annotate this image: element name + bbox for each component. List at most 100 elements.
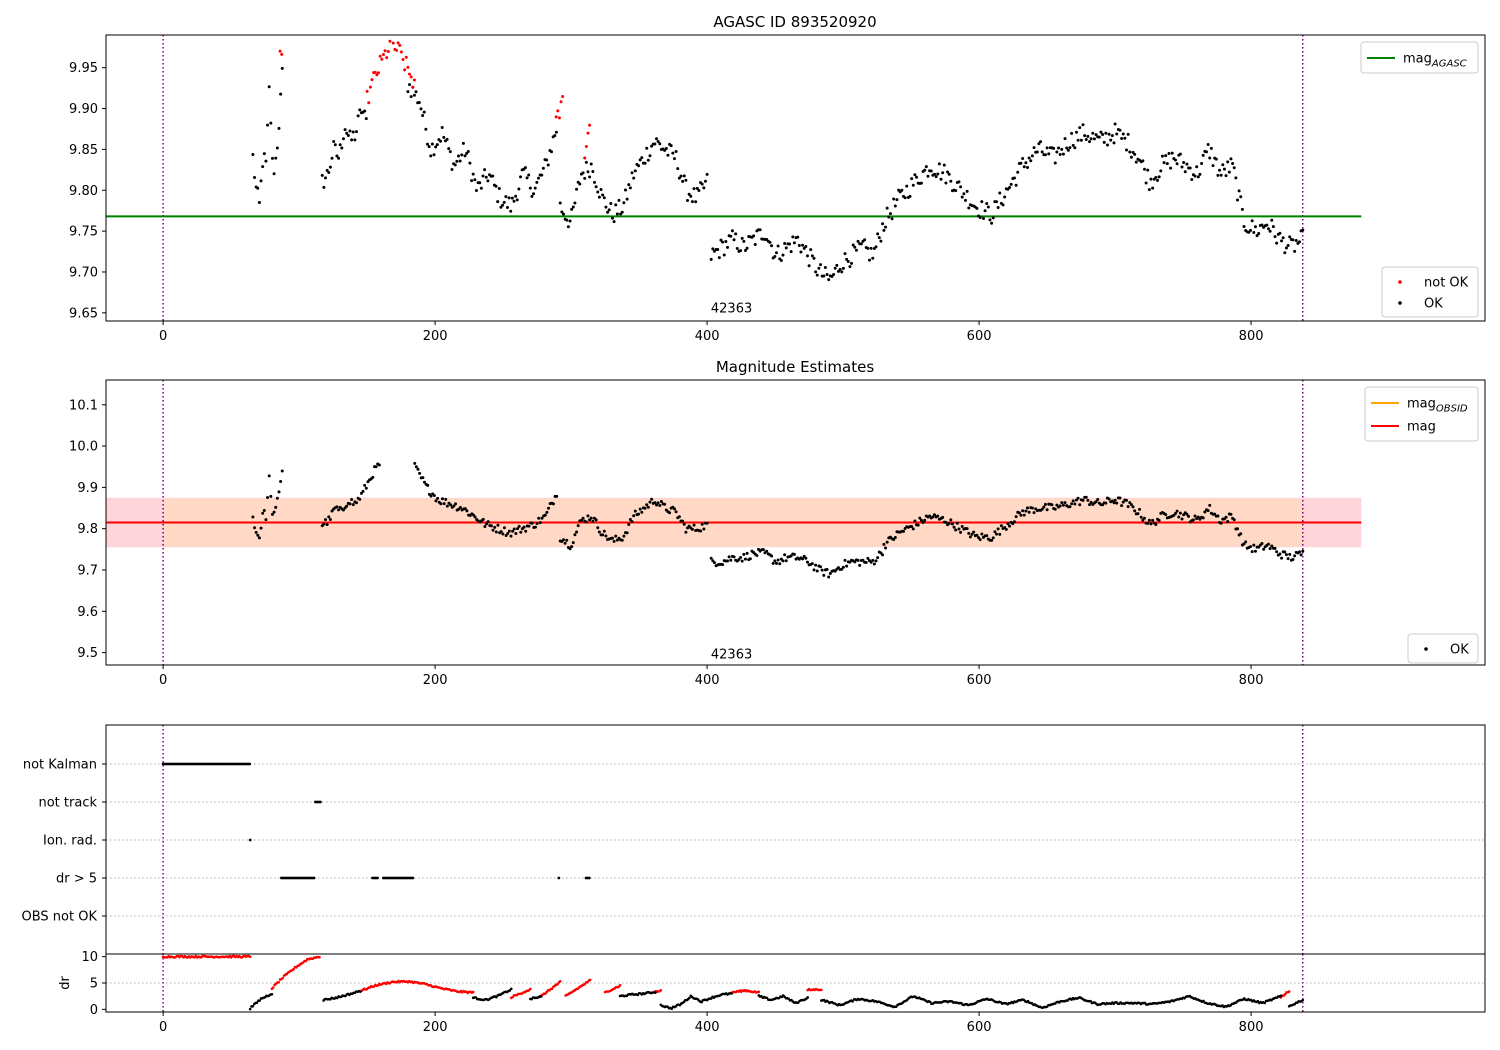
- agasc-point-not-ok: [278, 49, 282, 53]
- agasc-ytick-label: 9.95: [69, 61, 98, 76]
- agasc-point-ok: [1061, 152, 1065, 156]
- agasc-point-ok: [978, 216, 982, 220]
- estimates-point-ok: [465, 509, 469, 513]
- agasc-point-ok: [633, 169, 637, 173]
- dr-point-dr: [1089, 999, 1092, 1003]
- dr-point-dr-5: [471, 990, 475, 994]
- estimates-ytick-label: 10.0: [69, 440, 98, 455]
- estimates-point-ok: [458, 506, 462, 510]
- estimates-point-ok: [506, 532, 510, 536]
- agasc-point-ok: [1147, 188, 1151, 192]
- estimates-point-ok: [950, 522, 954, 526]
- agasc-point-ok: [962, 192, 966, 196]
- estimates-point-ok: [1266, 542, 1270, 546]
- agasc-point-ok: [345, 131, 349, 135]
- agasc-point-ok: [1052, 146, 1056, 150]
- agasc-point-ok: [337, 156, 341, 160]
- agasc-point-not-ok: [398, 43, 402, 47]
- estimates-point-ok: [622, 534, 626, 538]
- agasc-point-ok: [1156, 178, 1160, 182]
- estimates-point-ok: [1061, 503, 1065, 507]
- agasc-point-ok: [995, 200, 998, 204]
- agasc-point-not-ok: [394, 48, 398, 52]
- agasc-point-ok: [259, 179, 263, 183]
- agasc-point-ok: [1165, 162, 1169, 166]
- panel-dr: dr 0 200 400 600 800 0 5 10: [58, 950, 1486, 1035]
- estimates-point-ok: [993, 530, 997, 534]
- estimates-point-ok: [575, 530, 579, 534]
- agasc-point-ok: [1211, 164, 1215, 168]
- agasc-point-ok: [946, 170, 950, 174]
- estimates-point-ok: [1131, 505, 1135, 509]
- estimates-point-ok: [463, 507, 467, 511]
- estimates-point-ok: [266, 495, 270, 499]
- estimates-point-ok: [481, 517, 485, 521]
- agasc-point-ok: [926, 174, 930, 178]
- estimates-point-ok: [743, 557, 747, 561]
- agasc-point-ok: [942, 163, 946, 167]
- agasc-point-ok: [1266, 227, 1270, 231]
- agasc-point-ok: [479, 186, 483, 190]
- agasc-point-ok: [877, 236, 881, 240]
- estimates-point-ok: [1068, 505, 1072, 509]
- estimates-point-ok: [423, 480, 426, 484]
- estimates-point-ok: [655, 503, 659, 507]
- estimates-point-ok: [638, 507, 642, 511]
- estimates-point-ok: [1298, 550, 1301, 554]
- agasc-point-ok: [721, 240, 725, 244]
- agasc-point-ok: [689, 194, 693, 198]
- estimates-point-ok: [414, 465, 418, 469]
- agasc-point-ok: [884, 225, 888, 229]
- agasc-point-not-ok: [391, 41, 395, 45]
- agasc-point-ok: [822, 274, 826, 278]
- estimates-point-ok: [502, 526, 506, 530]
- estimates-point-ok: [990, 538, 994, 542]
- estimates-point-ok: [445, 504, 449, 508]
- agasc-point-ok: [340, 146, 344, 150]
- agasc-point-ok: [1288, 235, 1292, 239]
- agasc-point-not-ok: [367, 101, 371, 105]
- estimates-point-ok: [928, 514, 932, 518]
- estimates-point-ok: [815, 569, 819, 573]
- estimates-point-ok: [596, 526, 600, 530]
- estimates-point-ok: [418, 471, 422, 475]
- agasc-point-ok: [568, 219, 572, 223]
- estimates-point-ok: [253, 526, 257, 530]
- agasc-point-ok: [570, 207, 574, 211]
- estimates-point-ok: [551, 502, 555, 506]
- flags-point: [318, 800, 322, 804]
- estimates-point-ok: [771, 561, 775, 565]
- agasc-point-ok: [445, 137, 449, 141]
- estimates-point-ok: [783, 553, 787, 557]
- agasc-point-not-ok: [584, 145, 588, 148]
- estimates-point-ok: [1175, 509, 1179, 513]
- agasc-point-ok: [348, 129, 352, 133]
- agasc-point-ok: [601, 193, 605, 197]
- estimates-point-ok: [579, 518, 583, 522]
- estimates-point-ok: [1149, 522, 1153, 526]
- dr-point-dr: [730, 992, 733, 995]
- agasc-point-ok: [430, 142, 434, 146]
- agasc-point-ok: [1029, 159, 1033, 163]
- estimates-point-ok: [841, 565, 845, 569]
- agasc-point-ok: [1012, 176, 1016, 180]
- agasc-point-ok: [507, 196, 511, 200]
- agasc-point-ok: [535, 180, 539, 184]
- agasc-point-ok: [937, 162, 941, 166]
- estimates-point-ok: [1050, 503, 1054, 507]
- agasc-point-ok: [745, 246, 749, 250]
- estimates-point-ok: [1201, 516, 1205, 520]
- estimates-point-ok: [1022, 513, 1026, 517]
- agasc-point-ok: [1252, 231, 1256, 235]
- estimates-point-ok: [573, 533, 577, 537]
- estimates-point-ok: [589, 516, 593, 520]
- dr-point-dr-5: [820, 988, 823, 992]
- agasc-point-ok: [435, 143, 439, 147]
- agasc-point-ok: [1053, 161, 1057, 165]
- agasc-point-ok: [1149, 177, 1153, 181]
- estimates-point-ok: [774, 561, 778, 565]
- agasc-point-ok: [620, 210, 624, 214]
- agasc-point-ok: [1151, 186, 1155, 190]
- agasc-point-ok: [517, 187, 521, 191]
- estimates-point-ok: [968, 535, 972, 539]
